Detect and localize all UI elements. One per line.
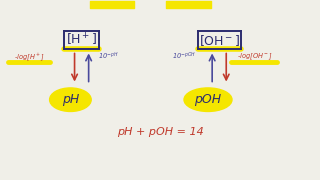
Text: 10$^{-pH}$: 10$^{-pH}$: [99, 51, 119, 62]
Text: pOH: pOH: [195, 93, 221, 106]
Ellipse shape: [184, 88, 232, 111]
Ellipse shape: [50, 88, 91, 111]
Text: pH: pH: [62, 93, 79, 106]
Text: [H$^+$]: [H$^+$]: [66, 32, 97, 48]
Text: [OH$^-$]: [OH$^-$]: [199, 33, 240, 48]
Text: 10$^{-pOH}$: 10$^{-pOH}$: [172, 51, 196, 62]
Text: -log[OH$^-$]: -log[OH$^-$]: [237, 51, 272, 62]
Text: -log[H$^+$]: -log[H$^+$]: [14, 51, 44, 63]
Text: pH + pOH = 14: pH + pOH = 14: [116, 127, 204, 137]
